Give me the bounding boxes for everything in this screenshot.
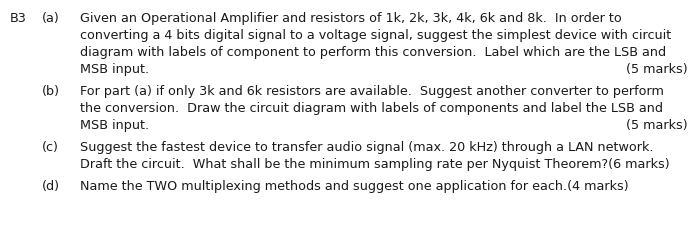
- Text: Given an Operational Amplifier and resistors of 1k, 2k, 3k, 4k, 6k and 8k.  In o: Given an Operational Amplifier and resis…: [80, 12, 622, 25]
- Text: MSB input.: MSB input.: [80, 119, 149, 132]
- Text: (a): (a): [42, 12, 60, 25]
- Text: (c): (c): [42, 141, 59, 154]
- Text: (5 marks): (5 marks): [626, 63, 688, 76]
- Text: the conversion.  Draw the circuit diagram with labels of components and label th: the conversion. Draw the circuit diagram…: [80, 102, 663, 115]
- Text: (d): (d): [42, 180, 60, 193]
- Text: Name the TWO multiplexing methods and suggest one application for each.(4 marks): Name the TWO multiplexing methods and su…: [80, 180, 629, 193]
- Text: (b): (b): [42, 85, 60, 98]
- Text: For part (a) if only 3k and 6k resistors are available.  Suggest another convert: For part (a) if only 3k and 6k resistors…: [80, 85, 664, 98]
- Text: converting a 4 bits digital signal to a voltage signal, suggest the simplest dev: converting a 4 bits digital signal to a …: [80, 29, 671, 42]
- Text: MSB input.: MSB input.: [80, 63, 149, 76]
- Text: B3: B3: [10, 12, 27, 25]
- Text: diagram with labels of component to perform this conversion.  Label which are th: diagram with labels of component to perf…: [80, 46, 666, 59]
- Text: (5 marks): (5 marks): [626, 119, 688, 132]
- Text: Draft the circuit.  What shall be the minimum sampling rate per Nyquist Theorem?: Draft the circuit. What shall be the min…: [80, 158, 670, 171]
- Text: Suggest the fastest device to transfer audio signal (max. 20 kHz) through a LAN : Suggest the fastest device to transfer a…: [80, 141, 654, 154]
